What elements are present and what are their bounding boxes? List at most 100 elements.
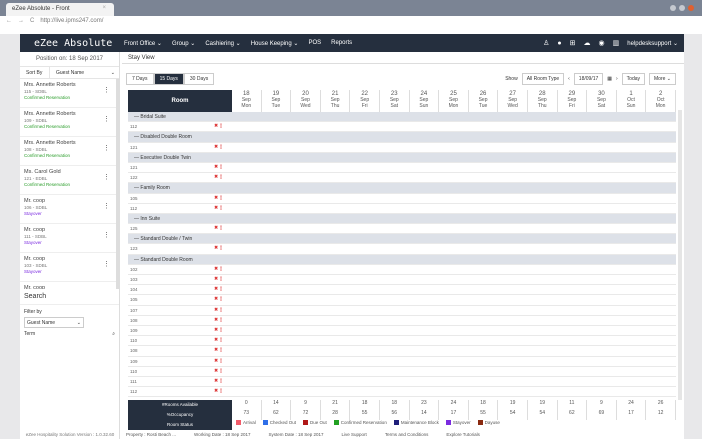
guest-item[interactable]: Ms. Carol Gold 121 - EDBL Confirmed Reserv… bbox=[20, 166, 116, 195]
room-status-icon[interactable]: ✖ ▯ bbox=[214, 296, 223, 303]
stay-grid: Room 18 Sep Mon 19 Sep Tue 20 Sep Wed 21 Sep Thu 22 S… bbox=[128, 90, 676, 400]
room-status-icon[interactable]: ✖ ▯ bbox=[214, 194, 223, 201]
room-status-icon[interactable]: ✖ ▯ bbox=[214, 265, 223, 272]
property-select[interactable]: Property : Rosti Beach ... bbox=[126, 432, 177, 437]
cloud-icon[interactable]: ☁ bbox=[583, 40, 591, 47]
terms-link[interactable]: Terms and Conditions bbox=[384, 432, 429, 437]
sort-select[interactable]: Guest Name ⌄ bbox=[56, 69, 115, 76]
next-date-icon[interactable]: › bbox=[616, 76, 618, 82]
more-options-icon[interactable]: ⋮ bbox=[103, 203, 110, 210]
browser-tab[interactable]: eZee Absolute - Front × bbox=[6, 3, 114, 16]
room-status-icon[interactable]: ✖ ▯ bbox=[214, 245, 223, 252]
tutorials-link[interactable]: Explore Tutorials bbox=[446, 432, 480, 437]
live-support-link[interactable]: Live Support bbox=[341, 432, 367, 437]
guest-item[interactable]: Mr. coop 103 - SDBL Stayover ⋮ bbox=[20, 253, 116, 282]
close-window-button[interactable] bbox=[688, 5, 694, 11]
room-category-row[interactable]: — Disabled Double Room bbox=[128, 132, 676, 143]
room-category-row[interactable]: — Inn Suite bbox=[128, 213, 676, 225]
minimize-button[interactable] bbox=[670, 5, 676, 11]
maximize-button[interactable] bbox=[679, 5, 685, 11]
date-column-header: 29 Sep Fri bbox=[558, 90, 588, 112]
chart-icon[interactable]: ▥ bbox=[612, 40, 620, 47]
7-days-button[interactable]: 7 Days bbox=[126, 73, 154, 85]
guest-list[interactable]: Mrs. Annette Roberts 115 - SDBL Confirmed … bbox=[20, 79, 119, 289]
menu-group[interactable]: Group ⌄ bbox=[171, 40, 196, 47]
guest-item[interactable]: Mr. coop 106 - SDBL Stayover ⋮ bbox=[20, 195, 116, 224]
room-category-row[interactable]: — Bridal Suite bbox=[128, 112, 676, 123]
more-options-icon[interactable]: ⋮ bbox=[103, 232, 110, 239]
date-input[interactable]: 18/09/17 bbox=[573, 73, 604, 85]
menu-front-office[interactable]: Front Office ⌄ bbox=[124, 40, 162, 47]
room-status-icon[interactable]: ✖ ▯ bbox=[214, 316, 223, 323]
legend-item: Due Out bbox=[303, 420, 327, 426]
room-status-icon[interactable]: ✖ ▯ bbox=[214, 204, 223, 211]
app-logo[interactable]: eZee Absolute bbox=[34, 37, 113, 49]
menu-pos[interactable]: POS bbox=[308, 39, 322, 46]
today-button[interactable]: Today bbox=[621, 73, 646, 85]
address-bar[interactable]: ← → C http://live.ipms247.com/ bbox=[6, 18, 103, 24]
guest-item[interactable]: Mrs. Annette Roberts 108 - SDBL Confirmed … bbox=[20, 137, 116, 166]
grid-icon[interactable]: ⊞ bbox=[569, 40, 576, 47]
reload-icon[interactable]: C bbox=[30, 18, 35, 24]
date-column-header: 24 Sep Sun bbox=[410, 90, 440, 112]
more-options-icon[interactable]: ⋮ bbox=[103, 261, 110, 268]
room-row: 108 ✖ ▯ bbox=[128, 346, 676, 357]
guest-item[interactable]: Mr. coop 111 - SDBL Stayover ⋮ bbox=[20, 224, 116, 253]
url-text[interactable]: http://live.ipms247.com/ bbox=[40, 18, 104, 24]
info-icon[interactable]: ● bbox=[557, 39, 562, 47]
search-icon[interactable]: ⌕ bbox=[112, 331, 115, 337]
main-menu: Front Office ⌄ Group ⌄ Cashiering ⌄ Hous… bbox=[120, 40, 352, 47]
stay-view: Stay View 7 Days 15 Days 30 Days Show Al… bbox=[122, 52, 684, 439]
menu-house-keeping[interactable]: House Keeping ⌄ bbox=[250, 40, 299, 47]
more-options-icon[interactable]: ⋮ bbox=[103, 145, 110, 152]
room-status-icon[interactable]: ✖ ▯ bbox=[214, 163, 223, 170]
back-icon[interactable]: ← bbox=[6, 18, 12, 24]
room-status-icon[interactable]: ✖ ▯ bbox=[214, 225, 223, 232]
room-status-icon[interactable]: ✖ ▯ bbox=[214, 286, 223, 293]
menu-reports[interactable]: Reports bbox=[331, 39, 353, 46]
menu-cashiering[interactable]: Cashiering ⌄ bbox=[205, 40, 241, 47]
room-category-row[interactable]: — Standard Double Room bbox=[128, 254, 676, 265]
user-menu[interactable]: helpdesksupport ⌄ bbox=[627, 40, 678, 47]
guest-item[interactable]: Mrs. Annette Roberts 109 - SDBL Confirmed … bbox=[20, 108, 116, 137]
room-status-icon[interactable]: ✖ ▯ bbox=[214, 306, 223, 313]
room-category-row[interactable]: — Family Room bbox=[128, 183, 676, 194]
browser-chrome: eZee Absolute - Front × ← → C http://live.i… bbox=[0, 0, 702, 34]
guest-item[interactable]: Mrs. Annette Roberts 115 - SDBL Confirmed … bbox=[20, 79, 116, 108]
prev-date-icon[interactable]: ‹ bbox=[568, 76, 570, 82]
room-row: 112 ✖ ▯ bbox=[128, 204, 676, 214]
30-days-button[interactable]: 30 Days bbox=[183, 73, 215, 85]
room-status-icon[interactable]: ✖ ▯ bbox=[214, 326, 223, 333]
room-status-icon[interactable]: ✖ ▯ bbox=[214, 357, 223, 364]
date-column-header: 28 Sep Thu bbox=[528, 90, 558, 112]
filter-select[interactable]: Guest Name ⌄ bbox=[24, 317, 84, 328]
room-category-row[interactable]: — Executive Double Twin bbox=[128, 152, 676, 163]
more-options-icon[interactable]: ⋮ bbox=[103, 174, 110, 181]
guest-sidebar: Position on: 18 Sep 2017 Sort By Guest N… bbox=[20, 52, 120, 439]
15-days-button[interactable]: 15 Days bbox=[153, 73, 184, 85]
room-type-select[interactable]: All Room Type bbox=[521, 73, 565, 85]
close-tab-icon[interactable]: × bbox=[102, 5, 106, 11]
sort-row: Sort By Guest Name ⌄ bbox=[20, 67, 119, 79]
system-date: System Date : 18 Sep 2017 bbox=[268, 432, 324, 437]
forward-icon[interactable]: → bbox=[18, 18, 24, 24]
guest-item[interactable]: Mr. coop105 - FAMStayover⋮ bbox=[20, 282, 116, 289]
more-button[interactable]: More ⌄ bbox=[649, 73, 676, 85]
user-add-icon[interactable]: ♙ bbox=[543, 40, 550, 47]
room-status-icon[interactable]: ✖ ▯ bbox=[214, 276, 223, 282]
room-category-row[interactable]: — Standard Double / Twin bbox=[128, 234, 676, 245]
calendar-icon[interactable]: ▦ bbox=[607, 76, 612, 82]
more-options-icon[interactable]: ⋮ bbox=[103, 116, 110, 123]
more-options-icon[interactable]: ⋮ bbox=[103, 87, 110, 94]
room-status-icon[interactable]: ✖ ▯ bbox=[214, 347, 223, 354]
room-status-icon[interactable]: ✖ ▯ bbox=[214, 123, 223, 130]
grid-scrollbar[interactable] bbox=[678, 110, 682, 400]
eye-icon[interactable]: ◉ bbox=[598, 40, 605, 47]
room-status-icon[interactable]: ✖ ▯ bbox=[214, 174, 223, 181]
room-status-icon[interactable]: ✖ ▯ bbox=[214, 143, 223, 150]
room-status-icon[interactable]: ✖ ▯ bbox=[214, 337, 223, 344]
chevron-down-icon: ⌄ bbox=[110, 69, 115, 76]
room-status-icon[interactable]: ✖ ▯ bbox=[214, 367, 223, 374]
room-status-icon[interactable]: ✖ ▯ bbox=[214, 377, 223, 384]
room-status-icon[interactable]: ✖ ▯ bbox=[214, 388, 223, 395]
